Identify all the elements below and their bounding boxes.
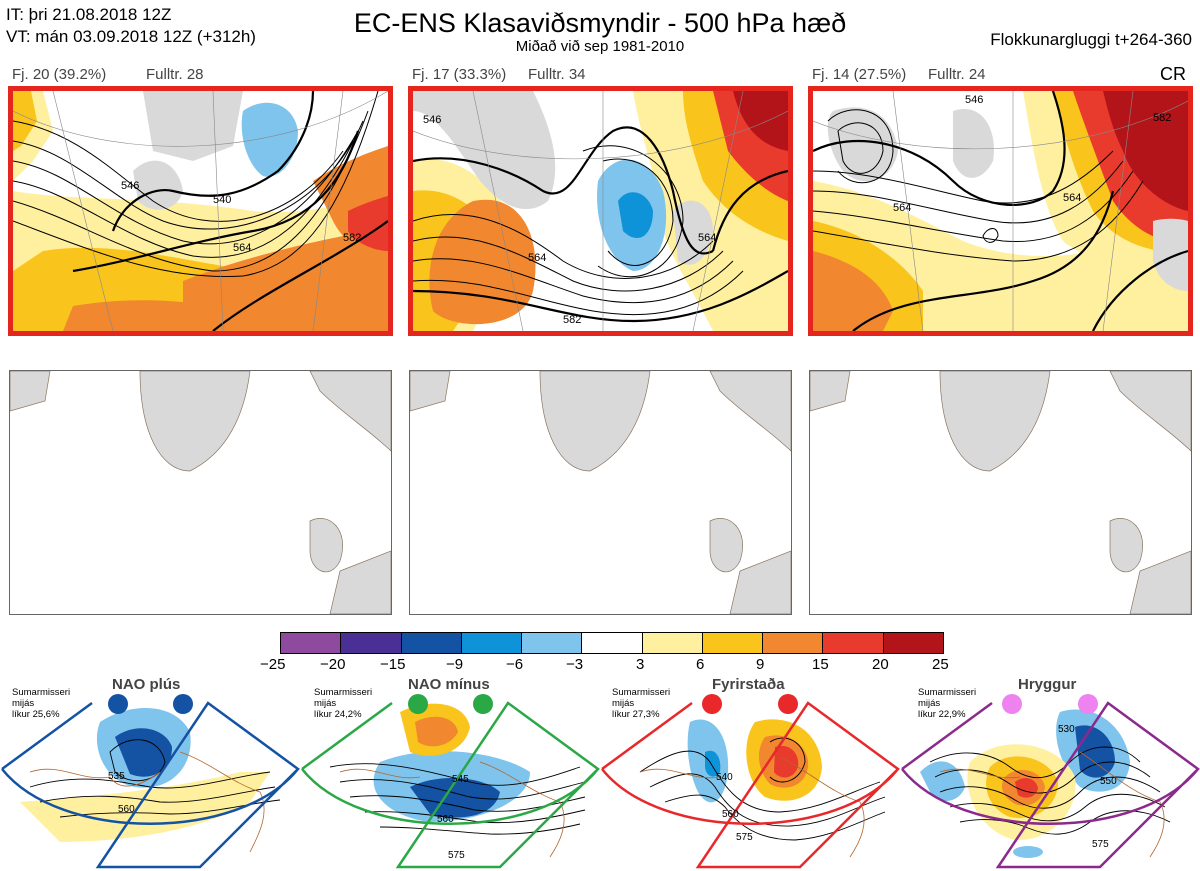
classification-window: Flokkunargluggi t+264-360 [990,30,1192,49]
panel-1-cluster-label: Fj. 20 (39.2%) [12,66,107,83]
contour-label: 540 [716,772,733,783]
colorbar-swatch [522,633,583,653]
cluster-3-info: Sumarmisseri mijás líkur 27,3% [612,687,671,720]
cr-label: CR [1160,64,1186,84]
colorbar-tick: −3 [566,656,584,673]
panel-3-cluster-label: Fj. 14 (27.5%) [812,66,907,83]
cluster-3-name: Fyrirstaða [712,676,785,693]
cluster-4-info: Sumarmisseri mijás líkur 22,9% [918,687,977,720]
colorbar-tick: −6 [506,656,524,673]
contour-label: 564 [528,252,546,264]
contour-label: 550 [1100,776,1117,787]
colorbar [280,632,944,654]
page-title: EC-ENS Klasaviðsmyndir - 500 hPa hæð [353,8,847,38]
contour-label: 564 [1063,192,1081,204]
colorbar-tick: 25 [932,656,949,673]
contour-label: 560 [118,804,135,815]
contour-label: 540 [213,194,231,206]
init-time: IT: þri 21.08.2018 12Z [6,5,172,24]
colorbar-tick: −15 [380,656,406,673]
panel-3-rep-label: Fulltr. 24 [928,66,986,83]
contour-label: 575 [736,832,753,843]
colorbar-tick: 20 [872,656,889,673]
colorbar-swatch [341,633,402,653]
colorbar-swatch [702,633,764,653]
colorbar-tick: 6 [696,656,705,673]
contour-label: 545 [452,774,469,785]
colorbar-swatch [582,633,643,653]
panel-1-rep-label: Fulltr. 28 [146,66,204,83]
colorbar-swatch [823,633,884,653]
contour-label: 582 [563,314,581,326]
valid-time: VT: mán 03.09.2018 12Z (+312h) [6,27,256,46]
panel-2-cluster-label: Fj. 17 (33.3%) [412,66,507,83]
colorbar-swatch [642,633,703,653]
cluster-2-info: Sumarmisseri mijás líkur 24,2% [314,687,373,720]
regime-map-nao-minus: 545 560 575 [301,694,600,869]
cluster-4-name: Hryggur [1018,676,1077,693]
contour-label: 560 [722,809,739,820]
empty-map-2 [409,370,792,615]
cluster-1-name: NAO plús [112,676,181,693]
regime-map-nao-plus: 535 560 [1,694,300,869]
colorbar-tick: 9 [756,656,765,673]
cluster-1-info: Sumarmisseri mijás líkur 25,6% [12,687,71,720]
contour-label: 564 [233,242,251,254]
colorbar-swatch [763,633,824,653]
regime-map-ridge: 530 550 575 [901,694,1200,869]
contour-label: 575 [1092,839,1109,850]
empty-map-3 [809,370,1192,615]
colorbar-swatch [883,633,943,653]
contour-label: 546 [965,94,983,106]
colorbar-swatch [281,633,342,653]
contour-label: 564 [893,202,911,214]
colorbar-tick: 15 [812,656,829,673]
colorbar-swatch [401,633,462,653]
contour-label: 546 [423,114,441,126]
panel-2-rep-label: Fulltr. 34 [528,66,586,83]
page-subtitle: Miðað við sep 1981-2010 [515,38,685,55]
colorbar-tick: −25 [260,656,286,673]
colorbar-tick: −20 [320,656,346,673]
contour-label: 535 [108,771,125,782]
contour-label: 582 [1153,112,1171,124]
colorbar-swatch [461,633,523,653]
contour-label: 564 [698,232,716,244]
contour-label: 575 [448,850,465,861]
map-panel-cluster-2: 546 564 582 564 [408,86,793,336]
contour-label: 560 [437,814,454,825]
contour-label: 546 [121,180,139,192]
contour-label: 530 [1058,724,1075,735]
colorbar-tick: −9 [446,656,464,673]
contour-label: 582 [343,232,361,244]
header-init-times: IT: þri 21.08.2018 12Z VT: mán 03.09.201… [6,4,256,48]
regime-map-blocking: 540 560 575 [601,694,900,869]
cluster-2-name: NAO mínus [408,676,490,693]
empty-map-1 [9,370,392,615]
map-panel-cluster-3: 546 564 582 564 [808,86,1193,336]
map-panel-cluster-1: 540 546 564 582 [8,86,393,336]
colorbar-tick: 3 [636,656,645,673]
